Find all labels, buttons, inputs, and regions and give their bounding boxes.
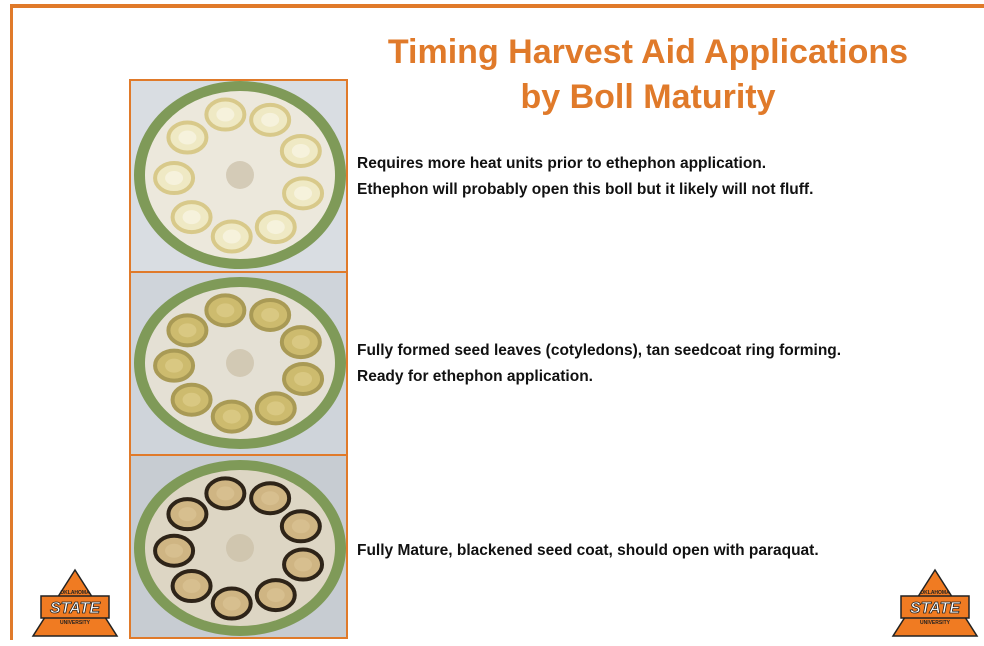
- top-border: [10, 4, 984, 8]
- title: by Boll Maturity: [520, 78, 775, 116]
- seed-core: [216, 303, 234, 317]
- logo-text: UNIVERSITY: [60, 620, 91, 626]
- caption: Fully formed seed leaves (cotyledons), t…: [357, 342, 841, 359]
- title: Timing Harvest Aid Applications: [388, 33, 908, 71]
- logo-text: UNIVERSITY: [920, 620, 951, 626]
- seed-core: [292, 335, 310, 349]
- seed-core: [261, 491, 279, 505]
- seed-core: [183, 210, 201, 224]
- caption: Ethephon will probably open this boll bu…: [357, 181, 813, 198]
- seed-core: [165, 171, 183, 185]
- seed-core: [294, 372, 312, 386]
- seed-core: [183, 393, 201, 407]
- seed-core: [216, 486, 234, 500]
- seed-core: [294, 558, 312, 572]
- boll-center: [226, 349, 254, 377]
- seed-core: [292, 519, 310, 533]
- caption: Requires more heat units prior to etheph…: [357, 155, 766, 172]
- seed-core: [223, 597, 241, 611]
- seed-core: [261, 113, 279, 127]
- left-border: [10, 4, 13, 640]
- seed-core: [267, 220, 285, 234]
- seed-core: [178, 507, 196, 521]
- seed-core: [292, 144, 310, 158]
- seed-core: [267, 588, 285, 602]
- slide: Timing Harvest Aid Applications by Boll …: [0, 0, 984, 646]
- seed-core: [294, 186, 312, 200]
- logo-text: STATE: [50, 600, 101, 617]
- seed-core: [183, 579, 201, 593]
- logo-text: OKLAHOMA: [60, 590, 90, 596]
- logo-text: STATE: [910, 600, 961, 617]
- seed-core: [178, 131, 196, 145]
- logo-text: OKLAHOMA: [920, 590, 950, 596]
- seed-core: [267, 401, 285, 415]
- boll-center: [226, 534, 254, 562]
- seed-core: [261, 308, 279, 322]
- seed-core: [223, 230, 241, 244]
- boll-center: [226, 161, 254, 189]
- seed-core: [216, 108, 234, 122]
- caption: Ready for ethephon application.: [357, 368, 593, 385]
- seed-core: [165, 544, 183, 558]
- photos: [130, 80, 347, 638]
- seed-core: [223, 410, 241, 424]
- seed-core: [178, 323, 196, 337]
- caption: Fully Mature, blackened seed coat, shoul…: [357, 542, 819, 559]
- seed-core: [165, 359, 183, 373]
